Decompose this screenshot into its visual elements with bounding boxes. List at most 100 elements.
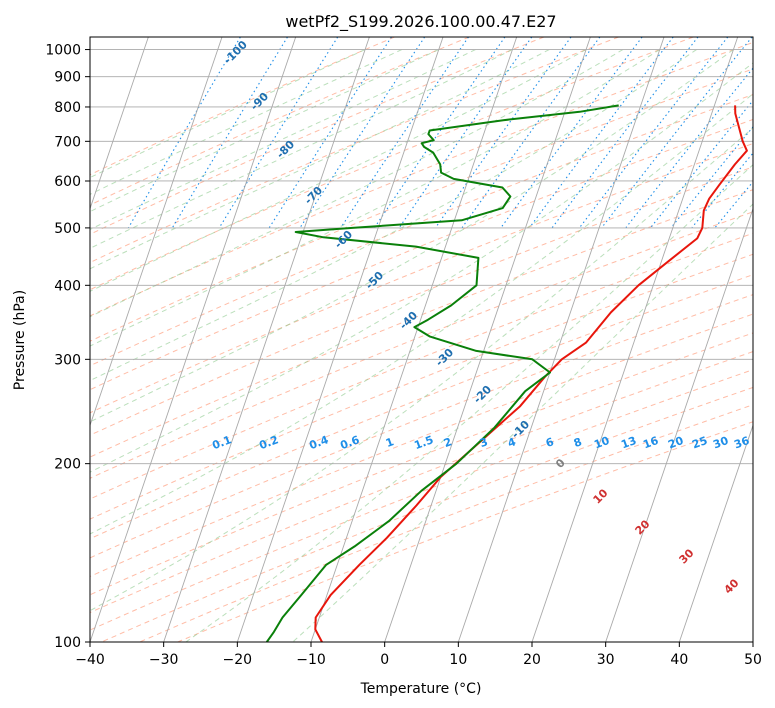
mixing-ratio-label: 8 bbox=[572, 435, 584, 450]
y-axis: 100 200 300 400 500 600 700 800 900 1000 bbox=[45, 43, 90, 651]
isotherm-line bbox=[605, 207, 753, 642]
moist-adiabat-line bbox=[185, 164, 753, 642]
mixing-ratio-label: 3 bbox=[478, 435, 490, 450]
mixing-ratio-label: 25 bbox=[690, 434, 709, 451]
moist-adiabat-line bbox=[90, 49, 697, 382]
mixing-ratio-label: 0.2 bbox=[257, 433, 280, 452]
plot-frame bbox=[89, 36, 754, 643]
mixing-ratio-line bbox=[172, 37, 288, 228]
mixing-ratio-label: 6 bbox=[544, 435, 556, 450]
dry-adiabat-line bbox=[90, 189, 753, 458]
dry-adiabat-line bbox=[90, 37, 470, 206]
x-tick-label: 40 bbox=[670, 652, 688, 668]
mixing-ratio-label: 36 bbox=[732, 434, 751, 452]
y-axis-label: Pressure (hPa) bbox=[12, 290, 28, 390]
x-axis-label: Temperature (°C) bbox=[360, 681, 482, 697]
dry-adiabat-line bbox=[90, 68, 753, 342]
mixing-ratio-line bbox=[579, 37, 729, 228]
x-tick-label: 20 bbox=[523, 652, 541, 668]
mixing-ratio-line bbox=[691, 152, 753, 228]
dry-adiabat-line bbox=[90, 37, 619, 264]
y-tick-label: 500 bbox=[54, 221, 81, 237]
moist-adiabat-line bbox=[90, 49, 366, 179]
mixing-ratio-label: 30 bbox=[711, 434, 730, 452]
x-tick-label: 10 bbox=[449, 652, 467, 668]
x-tick-label: −40 bbox=[75, 652, 105, 668]
mixing-ratio-line bbox=[299, 37, 426, 228]
mixing-ratio-label: 10 bbox=[592, 434, 611, 452]
dry-adiabat-line bbox=[177, 421, 753, 642]
mixing-ratio-label: 13 bbox=[619, 434, 638, 451]
moist-adiabat-line bbox=[90, 49, 403, 195]
dry-adiabat-line bbox=[90, 37, 545, 235]
x-axis: −40 −30 −20 −10 0 10 20 30 40 50 bbox=[75, 642, 762, 668]
isotherm-line bbox=[90, 37, 223, 427]
y-tick-label: 200 bbox=[54, 457, 81, 473]
mixing-ratio-label: 0.1 bbox=[210, 433, 233, 452]
isotherm-line bbox=[384, 37, 591, 642]
isotherm-line bbox=[310, 37, 518, 642]
x-tick-label: −10 bbox=[296, 652, 326, 668]
mixing-ratio-line bbox=[461, 37, 601, 228]
mixing-ratio-label: 1 bbox=[384, 435, 396, 450]
y-tick-label: 700 bbox=[54, 134, 81, 150]
mixing-ratio-line bbox=[529, 37, 674, 228]
y-tick-label: 1000 bbox=[45, 43, 81, 59]
dry-adiabat-line bbox=[90, 211, 753, 479]
mixing-ratio-line bbox=[128, 37, 241, 228]
moist-adiabat-line bbox=[90, 49, 624, 318]
mixing-ratio-label: 4 bbox=[506, 435, 518, 450]
mixing-ratio-line bbox=[714, 180, 753, 228]
moist-adiabat-line bbox=[90, 49, 550, 270]
isotherm-line bbox=[457, 37, 665, 642]
x-tick-label: −30 bbox=[149, 652, 179, 668]
isotherm-line bbox=[236, 37, 444, 642]
x-tick-label: 0 bbox=[380, 652, 389, 668]
mixing-ratio-line bbox=[398, 37, 533, 228]
mixing-ratio-line bbox=[435, 37, 572, 228]
isotherm-line bbox=[531, 37, 739, 642]
mixing-ratio-line bbox=[268, 37, 392, 228]
mixing-ratio-line bbox=[601, 37, 753, 228]
moist-adiabat-line bbox=[292, 203, 753, 642]
moist-adiabat-line bbox=[90, 49, 440, 213]
dry-adiabat-line bbox=[101, 386, 753, 642]
mixing-ratio-label: 20 bbox=[666, 434, 685, 452]
isotherm-line bbox=[90, 37, 149, 211]
mixing-ratio-line bbox=[218, 37, 339, 228]
moist-adiabat-line bbox=[90, 49, 513, 249]
isotherm-line bbox=[163, 37, 370, 642]
profile-series bbox=[265, 104, 748, 642]
isotherm-line bbox=[90, 37, 297, 642]
moist-adiabat-line bbox=[90, 93, 753, 535]
y-tick-label: 400 bbox=[54, 278, 81, 294]
y-tick-label: 300 bbox=[54, 352, 81, 368]
mixing-ratio-label: 16 bbox=[641, 434, 660, 452]
mixing-ratio-label: 0.6 bbox=[338, 433, 361, 452]
isobar-gridlines bbox=[90, 49, 753, 642]
mixing-ratio-label: 0.4 bbox=[307, 433, 330, 452]
moist-adiabat-line bbox=[90, 49, 587, 292]
x-tick-label: 50 bbox=[744, 652, 762, 668]
y-tick-label: 900 bbox=[54, 70, 81, 86]
mixing-ratio-label: 1.5 bbox=[412, 433, 435, 452]
isotherm-line bbox=[678, 423, 753, 642]
dry-adiabat-line bbox=[90, 94, 753, 367]
isotherms bbox=[90, 37, 753, 642]
x-tick-label: 30 bbox=[597, 652, 615, 668]
dry-adiabat-line bbox=[90, 274, 753, 540]
dry-adiabat-line bbox=[90, 351, 753, 614]
mixing-ratio-lines bbox=[128, 37, 753, 228]
dewpoint-line bbox=[265, 104, 619, 642]
y-tick-label: 600 bbox=[54, 174, 81, 190]
temperature-line bbox=[314, 105, 748, 642]
plot-area bbox=[90, 37, 753, 642]
chart-title: wetPf2_S199.2026.100.00.47.E27 bbox=[285, 12, 556, 32]
y-tick-label: 800 bbox=[54, 100, 81, 116]
mixing-ratio-label: 2 bbox=[442, 435, 454, 450]
dry-adiabat-line bbox=[90, 118, 753, 391]
y-tick-label: 100 bbox=[54, 635, 81, 651]
moist-adiabat-line bbox=[90, 127, 753, 612]
